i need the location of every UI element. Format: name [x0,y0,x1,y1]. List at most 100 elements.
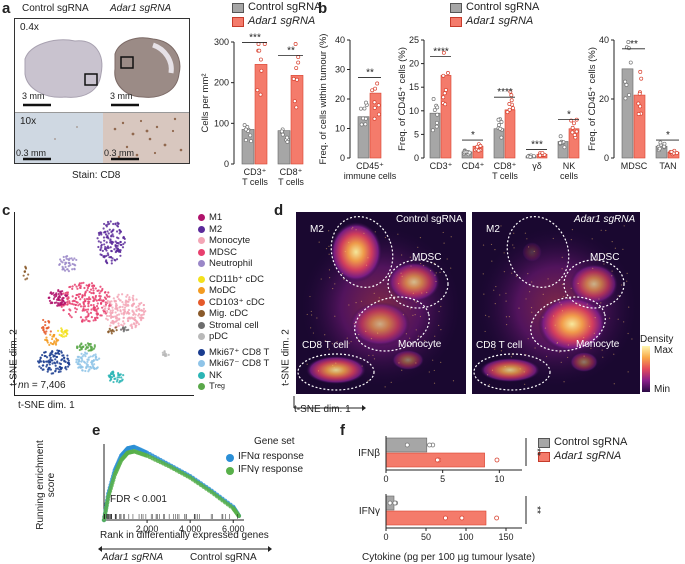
tsne-point [116,309,119,312]
data-point [358,106,363,111]
tsne-c-xlabel: t-SNE dim. 1 [18,400,75,411]
mag-low-label: 0.4x [20,22,39,33]
scale-high-left: 0.3 mm [16,148,47,158]
density-speckle [398,362,400,364]
density-speckle [586,303,588,305]
tsne-point [99,297,102,300]
tsne-point [93,367,96,371]
tsne-point [97,245,100,249]
density-adar-title: Adar1 sgRNA [574,214,636,225]
tsne-point [80,342,83,345]
tsne-point [133,318,137,322]
tsne-point [81,355,84,358]
legend-label-sub: reg [214,383,225,391]
tsne-point [128,298,132,301]
tsne-point [55,355,58,359]
tsne-point [76,287,79,290]
density-speckle [332,364,334,366]
tsne-point [57,292,60,296]
legend-swatch-control-a [232,3,244,13]
tsne-point [117,297,120,301]
density-speckle [372,354,374,356]
legend-row: Mki67⁻ CD8 T [198,358,290,370]
tsne-point [71,287,74,291]
tsne-point [103,243,106,246]
tsne-point [51,359,54,362]
legend-label: MoDC [209,285,236,297]
density-speckle [486,342,488,345]
density-speckle [317,370,320,372]
category-label: CD3⁺ [244,167,267,177]
density-speckle [560,361,562,363]
density-speckle [365,264,368,266]
tsne-point [50,301,53,304]
tsne-point [45,360,48,363]
chart-f: 0 5 10 IFNβ ** 0 50 100 150 IFNγ ** [358,436,542,542]
tsne-point [138,302,141,305]
density-speckle [389,273,392,275]
tsne-point [108,301,112,305]
data-point [510,106,515,111]
density-speckle [346,337,348,339]
control-tissue-lowmag [24,39,103,98]
tsne-point [74,296,78,300]
density-speckle [400,272,402,274]
tsne-point [104,260,108,263]
tsne-point [114,259,117,262]
tsne-point [50,372,53,375]
tsne-point [57,295,61,298]
tsne-point [60,260,63,263]
tsne-point [41,368,44,371]
f-x-tick-label: 10 [494,474,504,484]
tsne-point [59,303,62,306]
tsne-point [119,254,122,257]
tsne-point [89,345,92,348]
density-speckle [377,332,379,334]
legend-label: CD11b⁺ cDC [209,273,264,285]
density-speckle [413,300,415,302]
density-speckle [552,315,555,317]
tsne-point [117,318,121,321]
tsne-point [105,314,109,318]
tsne-point [112,297,115,300]
tsne-point [79,298,82,301]
region-m2-left: M2 [310,224,324,235]
density-speckle [348,304,350,306]
adar-inset-box [120,56,134,69]
tsne-point [64,365,67,369]
density-blob [538,296,606,352]
tsne-point [60,334,63,337]
hbar-adar [385,510,487,526]
density-speckle [592,267,594,269]
bar-control [493,128,505,159]
data-point [370,88,375,93]
f-x-tick-label: 150 [498,532,513,542]
data-point [372,100,377,105]
tsne-point [71,300,74,303]
tsne-point [94,356,97,359]
data-point [562,145,567,150]
tsne-point [99,248,102,252]
tsne-point [110,330,113,333]
tsne-point [110,242,114,245]
density-speckle [417,335,420,337]
tsne-point [60,301,64,304]
legend-row: MoDC [198,285,290,297]
density-speckle [531,311,533,313]
tsne-point [104,233,108,236]
data-point [291,76,296,81]
tsne-point [79,366,82,369]
density-speckle [335,362,337,364]
e-curve-point [236,513,242,519]
tsne-point [115,258,119,261]
tsne-point [119,250,122,254]
region-monocyte-left: Monocyte [398,339,442,350]
tsne-point [101,306,104,309]
data-point [508,89,513,94]
tsne-point [123,306,127,309]
tsne-point [122,374,125,377]
legend-label-adar-b: Adar1 sgRNA [466,15,534,27]
tsne-point [91,355,94,358]
tsne-point [116,314,119,317]
